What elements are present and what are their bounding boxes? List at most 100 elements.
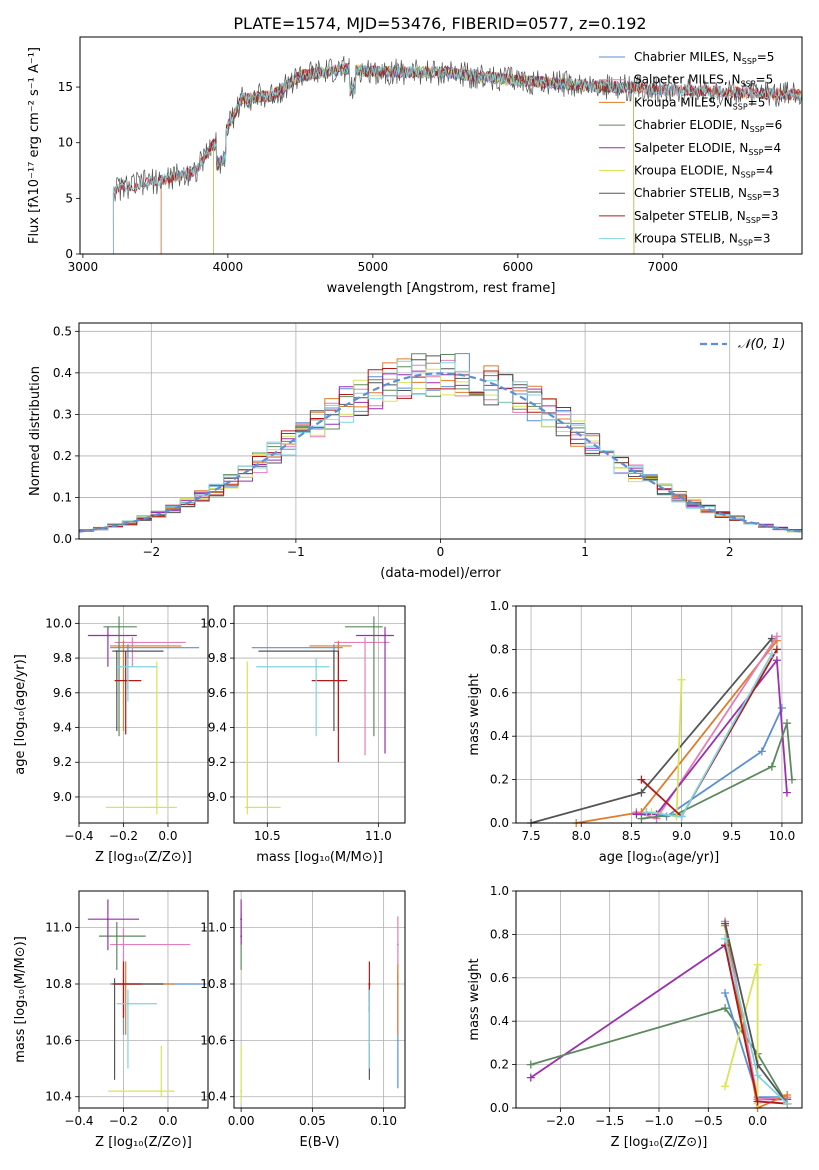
x-tick-label: 0.00 [228,1114,255,1128]
y-tick-label: 9.2 [53,755,72,769]
data-point [115,650,118,653]
y-tick-label: 1.0 [490,884,509,898]
data-point [332,650,335,653]
x-tick-label: −0.4 [64,1114,93,1128]
residuals-panel: −2 −1 0 1 2 0.0 0.1 0.2 0.3 0.4 0.5 (data-model)/er… [28,322,803,581]
y-tick-label: 0.0 [490,1101,509,1115]
data-point [372,625,375,628]
y-tick-label: 0.4 [490,729,509,743]
y-tick-label: 0.5 [53,324,72,338]
plus-marker [526,1073,535,1082]
mass-weight-line [724,923,788,1105]
x-tick-label: −1 [287,545,305,559]
axes-frame [79,36,803,255]
data-point [337,644,340,647]
x-axis-label: mass [log₁₀(M/M⊙)] [256,850,383,865]
data-point [106,918,109,921]
data-point [384,634,387,637]
x-tick-label: 8.0 [572,829,591,843]
y-tick-label: 11.0 [200,921,227,935]
x-axis-label: wavelength [Angstrom, rest frame] [327,281,556,296]
histogram-step [79,368,802,533]
y-tick-label: 0.6 [490,686,509,700]
data-point [368,983,371,985]
plus-marker [677,812,686,821]
x-tick-label: 4000 [213,260,244,274]
y-tick-label: 0.3 [53,407,72,421]
plus-marker [782,788,791,797]
histogram-step [79,368,802,531]
spectrum-panel: 3000 4000 5000 6000 7000 0 5 10 15 wavelength [An… [27,36,803,296]
x-tick-label: 9.0 [672,829,691,843]
y-tick-label: 5 [65,191,73,205]
age-vs-Z-panel: −0.4 −0.2 0.0 9.0 9.2 9.4 9.6 9.8 10.0 Z [log₁₀(Z… [13,605,209,865]
y-tick-label: 9.2 [208,755,227,769]
y-tick-label: 10.4 [45,1090,72,1104]
y-tick-label: 10.6 [45,1033,72,1047]
age-vs-mass-panel: 10.5 11.0 9.0 9.2 9.4 9.6 9.8 10.0 mass [log₁₀(M… [200,605,406,865]
x-axis-label: (data-model)/error [380,566,501,581]
normal-reference-curve [78,372,803,533]
mass-weight-line [724,925,788,1110]
x-tick-label: 0.10 [370,1114,397,1128]
plus-marker [721,1082,730,1091]
y-tick-label: 0.4 [53,366,72,380]
y-tick-label: 9.4 [208,721,227,735]
data-point [115,935,118,938]
plus-marker [677,675,686,684]
data-point [122,644,125,647]
y-tick-label: 10 [58,136,73,150]
legend-label: Salpeter MILES, NSSP=5 [634,73,773,89]
x-tick-label: 0.0 [158,1114,177,1128]
mass-vs-EBV-panel: 0.00 0.05 0.10 10.4 10.6 10.8 11.0 E(B-V) [200,890,406,1150]
plus-marker [753,1097,762,1106]
y-tick-label: 15 [58,80,73,94]
mass-weight-line [530,637,773,824]
x-tick-label: 6000 [503,260,534,274]
legend-label: Chabrier ELODIE, NSSP=6 [634,118,782,134]
legend-label: Kroupa MILES, NSSP=5 [634,95,765,111]
y-tick-label: 10.8 [200,977,227,991]
plus-marker [783,1099,792,1108]
y-tick-label: 0.4 [490,1014,509,1028]
y-tick-label: 10.8 [45,977,72,991]
histogram-step [79,360,802,532]
plus-marker [772,656,781,665]
x-tick-label: 10.0 [769,829,796,843]
legend-label: 𝒩(0, 1) [738,337,785,352]
x-tick-label: 11.0 [365,829,392,843]
y-tick-label: 9.0 [53,790,72,804]
x-tick-label: 7.5 [522,829,541,843]
y-tick-label: 0.2 [490,1058,509,1072]
data-point [315,665,318,668]
data-point [396,983,399,985]
mass-weight-line [530,1007,788,1105]
y-tick-label: 9.0 [208,790,227,804]
y-tick-label: 9.8 [208,651,227,665]
data-point [124,679,127,682]
mass-weight-line [646,653,773,818]
plus-marker [721,1004,730,1013]
data-point [368,1002,371,1005]
plus-marker [721,919,730,928]
spectrum-line [160,63,802,255]
data-point [155,806,158,809]
axes-frame [515,605,803,824]
x-tick-label: 0.0 [748,1114,767,1128]
x-tick-label: 0.05 [299,1114,326,1128]
axes-frame [78,322,803,540]
data-point [118,625,121,628]
plus-marker [632,810,641,819]
y-tick-label: 0.2 [490,773,509,787]
plus-marker [637,788,646,797]
x-axis-label: E(B-V) [299,1135,339,1150]
y-tick-label: 9.8 [53,651,72,665]
spectrum-line [112,56,802,255]
data-point [126,646,129,649]
mass-weight-vs-age-panel: 7.5 8.0 8.5 9.0 9.5 10.0 0.0 0.2 0.4 0.6 0.8 1.0 age… [467,599,803,865]
axes-frame [78,605,209,824]
y-axis-label: age [log₁₀(age/yr)] [13,654,28,775]
plus-marker [783,1090,792,1099]
plus-marker [772,632,781,641]
